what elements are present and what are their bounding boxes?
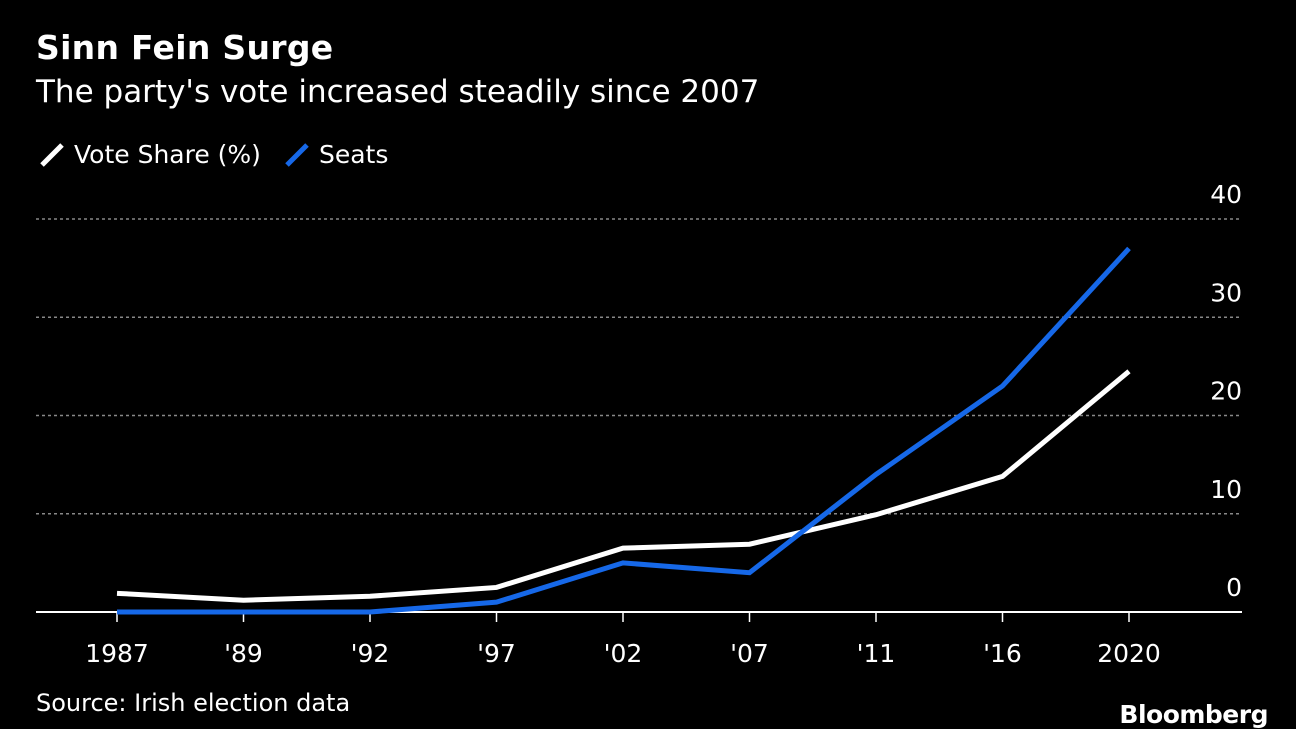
- x-tick-label-4: '02: [604, 639, 643, 668]
- y-tick-label-0: 0: [1226, 573, 1242, 602]
- x-tick-label-5: '07: [730, 639, 769, 668]
- legend-swatch-seats-icon: [285, 142, 309, 167]
- x-tick-label-3: '97: [477, 639, 516, 668]
- legend-item-vote-share: Vote Share (%): [38, 140, 261, 169]
- legend-label-vote-share: Vote Share (%): [74, 140, 261, 169]
- y-tick-label-10: 10: [1210, 475, 1242, 504]
- legend-label-seats: Seats: [318, 140, 389, 169]
- x-tick-label-2: '92: [351, 639, 390, 668]
- series-line-seats: [117, 246, 1131, 615]
- x-tick-label-8: 2020: [1097, 639, 1161, 668]
- chart-title: Sinn Fein Surge: [36, 28, 334, 67]
- x-tick-label-0: 1987: [85, 639, 149, 668]
- legend-item-seats: Seats: [283, 140, 388, 169]
- bloomberg-logo: Bloomberg: [1119, 700, 1268, 729]
- chart-subtitle: The party's vote increased steadily sinc…: [36, 74, 760, 110]
- chart-legend: Vote Share (%) Seats: [38, 140, 410, 169]
- x-tick-label-7: '16: [983, 639, 1022, 668]
- y-tick-label-40: 40: [1210, 180, 1242, 209]
- x-tick-label-6: '11: [857, 639, 896, 668]
- x-tick-label-1: '89: [224, 639, 263, 668]
- y-tick-label-20: 20: [1210, 377, 1242, 406]
- y-tick-label-30: 30: [1210, 278, 1242, 307]
- legend-swatch-vote-share-icon: [40, 142, 64, 167]
- source-note: Source: Irish election data: [36, 689, 351, 717]
